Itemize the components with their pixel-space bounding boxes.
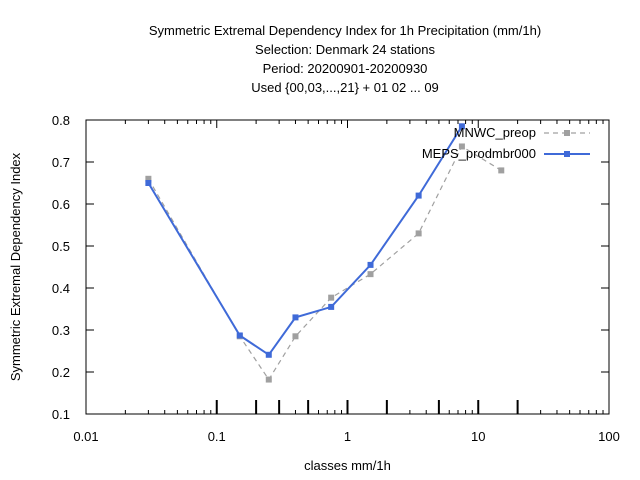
legend-marker	[564, 151, 570, 157]
data-point	[367, 271, 374, 278]
data-point	[415, 230, 422, 237]
series-line	[147, 125, 463, 357]
x-tick-label: 10	[471, 429, 485, 444]
y-axis: 0.1 0.2 0.3 0.4 0.5 0.6 0.7 0.8	[52, 113, 609, 422]
y-tick-label: 0.5	[52, 239, 70, 254]
data-point	[236, 332, 243, 339]
data-point	[328, 294, 335, 301]
y-tick-label: 0.1	[52, 407, 70, 422]
legend-label: MNWC_preop	[454, 125, 536, 140]
x-axis: 0.01 0.1 1 10 100	[73, 120, 620, 444]
y-tick-label: 0.8	[52, 113, 70, 128]
data-point	[265, 351, 272, 358]
title-line: Used {00,03,...,21} + 01 02 ... 09	[251, 80, 439, 95]
plot-frame	[85, 119, 610, 415]
title-line: Selection: Denmark 24 stations	[255, 42, 435, 57]
data-point	[328, 303, 335, 310]
legend-marker	[564, 130, 570, 136]
data-point	[265, 376, 272, 383]
x-tick-label: 1	[344, 429, 351, 444]
data-point	[145, 175, 152, 182]
x-tick-label: 0.1	[208, 429, 226, 444]
legend-label: MEPS_prodmbr000	[422, 146, 536, 161]
legend: MNWC_preop MEPS_prodmbr000	[422, 125, 590, 161]
x-tick-label: 0.01	[73, 429, 98, 444]
y-tick-label: 0.2	[52, 365, 70, 380]
class-markers	[215, 400, 519, 414]
data-point	[292, 333, 299, 340]
series-group	[145, 123, 505, 383]
y-tick-label: 0.4	[52, 281, 70, 296]
series-MEPS_prodmbr000	[145, 123, 465, 358]
series-line	[147, 145, 502, 381]
y-tick-label: 0.3	[52, 323, 70, 338]
series-MNWC_preop	[145, 143, 505, 383]
y-axis-label: Symmetric Extremal Dependency Index	[8, 152, 23, 381]
title-line: Period: 20200901-20200930	[263, 61, 428, 76]
x-tick-label: 100	[598, 429, 620, 444]
data-point	[458, 123, 465, 130]
y-tick-label: 0.6	[52, 197, 70, 212]
data-point	[145, 180, 152, 186]
y-tick-label: 0.7	[52, 155, 70, 170]
x-axis-label: classes mm/1h	[304, 458, 391, 473]
data-point	[367, 261, 374, 268]
data-point	[415, 192, 422, 199]
chart-title: Symmetric Extremal Dependency Index for …	[149, 23, 541, 95]
data-point	[458, 143, 465, 150]
data-point	[292, 314, 299, 321]
title-line: Symmetric Extremal Dependency Index for …	[149, 23, 541, 38]
data-point	[498, 167, 505, 174]
